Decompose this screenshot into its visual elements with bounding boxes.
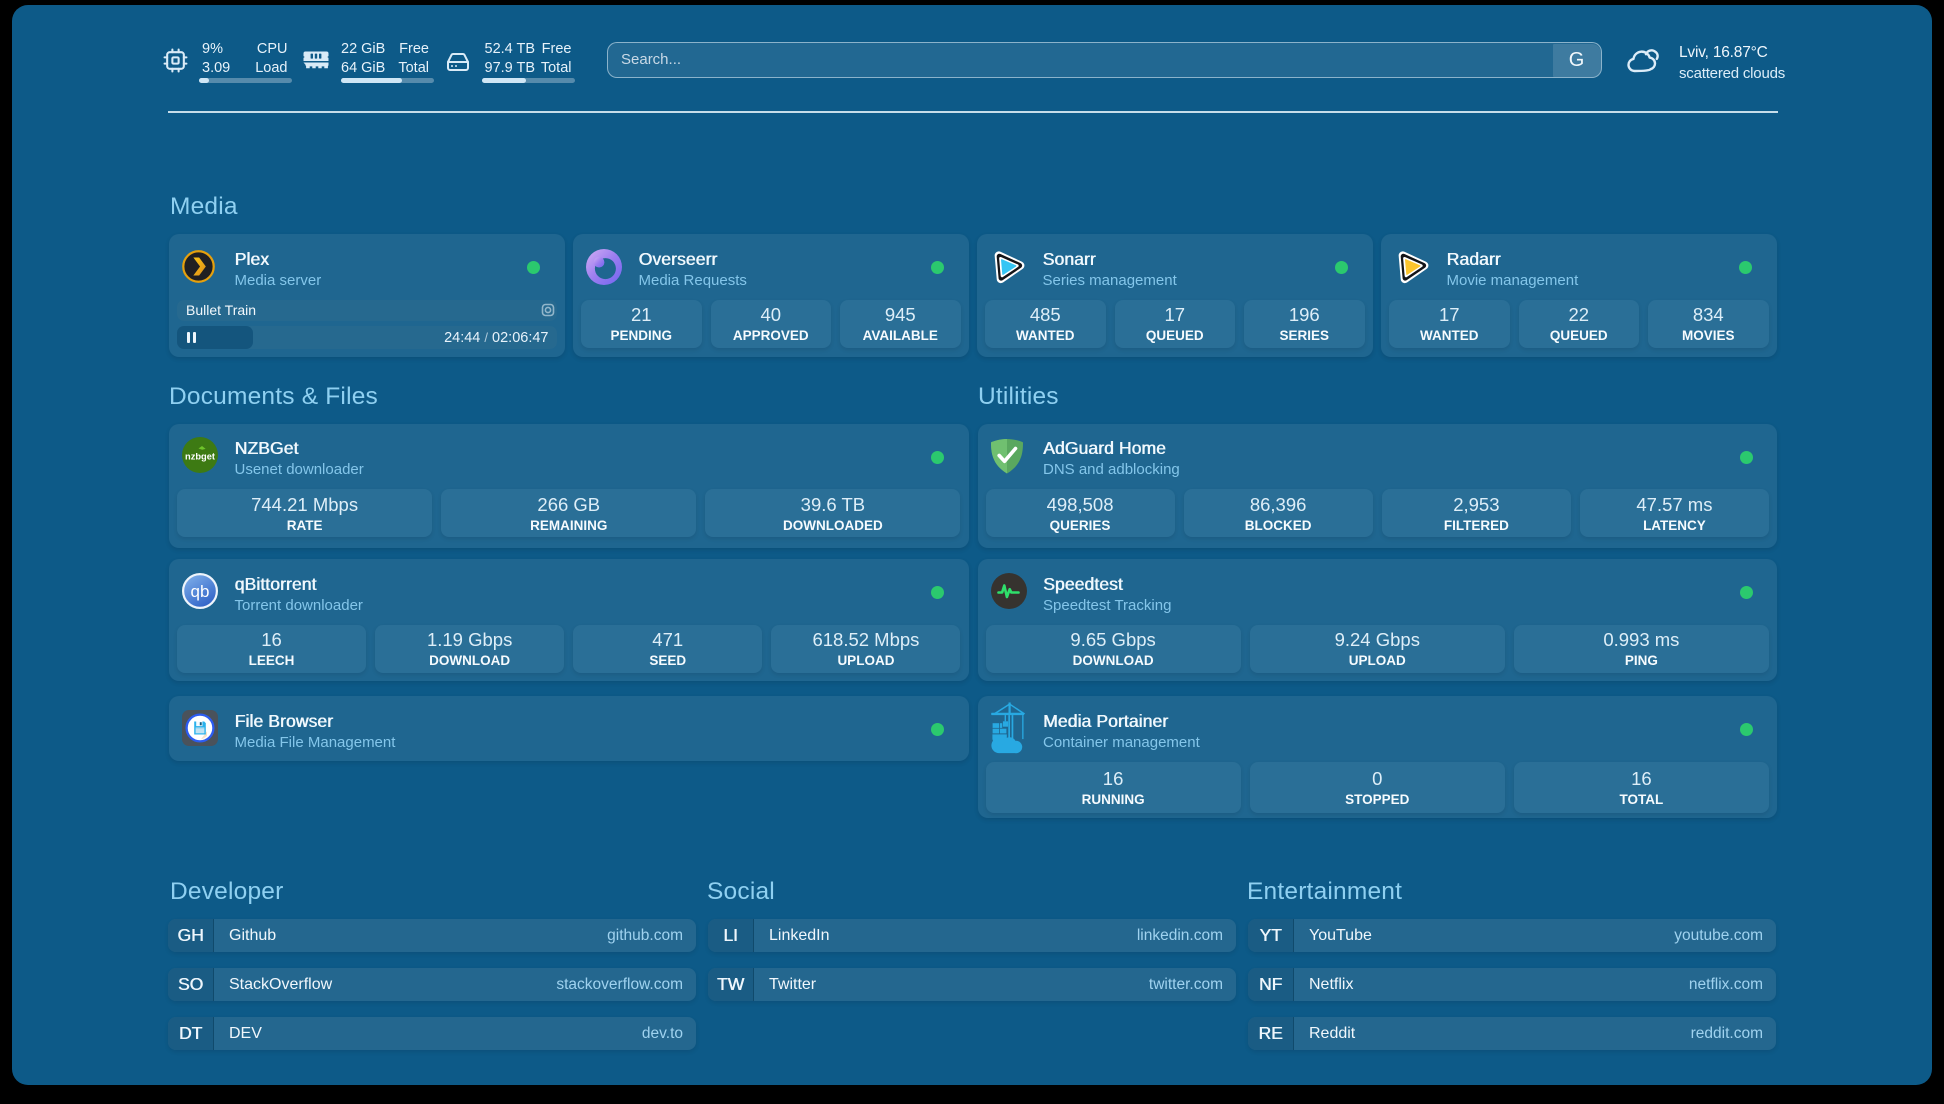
svg-text:nzbget: nzbget	[185, 452, 215, 462]
svg-text:qb: qb	[191, 582, 210, 601]
